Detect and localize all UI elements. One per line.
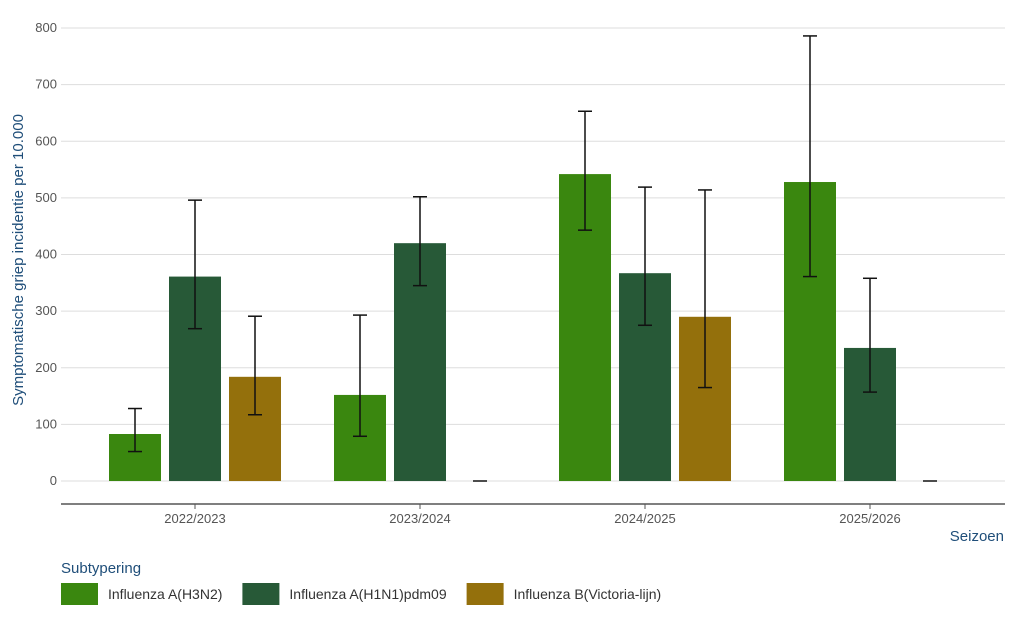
legend-swatch	[242, 583, 280, 605]
error-bars	[128, 35, 937, 482]
y-tick-label: 200	[35, 360, 57, 375]
x-tick-label: 2024/2025	[614, 511, 675, 526]
y-tick-label: 700	[35, 77, 57, 92]
y-tick-label: 400	[35, 247, 57, 262]
y-tick-label: 600	[35, 133, 57, 148]
y-tick-label: 500	[35, 190, 57, 205]
x-tick-label: 2022/2023	[164, 511, 225, 526]
x-tick-label: 2023/2024	[389, 511, 450, 526]
y-tick-label: 300	[35, 303, 57, 318]
legend-label: Influenza A(H1N1)pdm09	[289, 586, 446, 602]
x-tick-label: 2025/2026	[839, 511, 900, 526]
bars	[109, 174, 896, 481]
legend-swatch	[466, 583, 504, 605]
legend-label: Influenza A(H3N2)	[108, 586, 222, 602]
legend: Influenza A(H3N2) Influenza A(H1N1)pdm09 I…	[61, 583, 661, 605]
legend-swatch	[61, 583, 98, 605]
x-axis-title: Seizoen	[950, 528, 1004, 545]
legend-label: Influenza B(Victoria-lijn)	[514, 586, 662, 602]
y-tick-label: 0	[50, 473, 57, 488]
y-axis-title: Symptomatische griep incidentie per 10.0…	[10, 114, 27, 406]
y-tick-label: 800	[35, 20, 57, 35]
axes: 0 100 200 300 400 500 600 700 800 2022/2023 2023/2…	[35, 20, 1005, 526]
legend-title: Subtypering	[61, 560, 141, 577]
y-tick-label: 100	[35, 416, 57, 431]
